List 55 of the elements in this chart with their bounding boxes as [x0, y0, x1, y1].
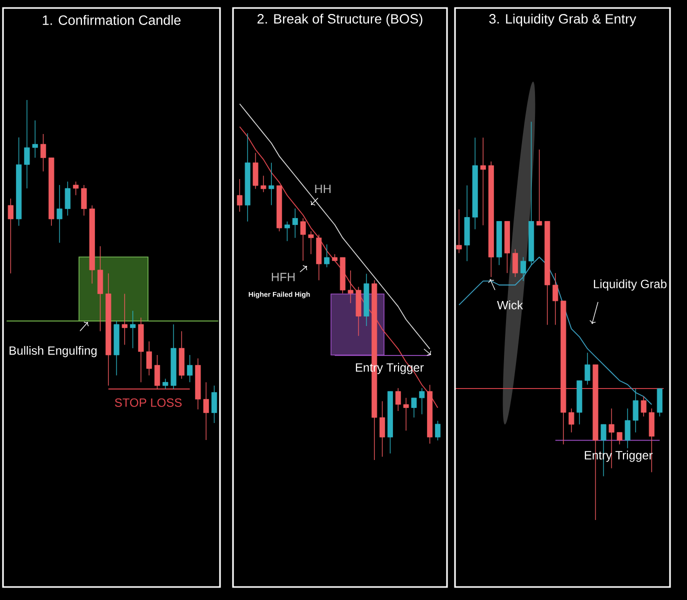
candlestick [64, 181, 70, 216]
candlestick [308, 230, 314, 255]
candlestick [324, 244, 330, 268]
candlestick [211, 385, 218, 424]
candlestick [456, 208, 462, 254]
candlestick [568, 408, 574, 433]
candlestick [40, 134, 46, 172]
candlestick [203, 382, 209, 440]
candlestick [292, 208, 298, 238]
candlestick [162, 378, 168, 390]
candlestick [403, 398, 409, 431]
candlestick [24, 100, 30, 189]
candlestick [146, 341, 152, 376]
candlestick [154, 354, 160, 390]
candlestick [584, 352, 590, 385]
candlestick [552, 272, 558, 326]
candlestick [380, 400, 386, 458]
candlestick [252, 152, 258, 190]
candlestick [435, 420, 440, 441]
candlestick [640, 396, 646, 417]
candlestick [130, 310, 136, 349]
annotation: Bullish Engulfing [10, 346, 97, 358]
candlestick [73, 181, 79, 196]
candlestick [632, 388, 638, 433]
candlestick [411, 398, 417, 418]
candlestick [260, 175, 266, 192]
candlestick [395, 388, 401, 412]
candlestick [656, 388, 662, 417]
annotation: STOP LOSS [114, 398, 182, 407]
candlestick [624, 408, 630, 449]
candlestick [348, 270, 354, 304]
candlestick [236, 178, 242, 212]
chart-title: 1. Confirmation Candle [42, 15, 181, 25]
candlestick [536, 149, 542, 226]
candlestick [520, 256, 526, 282]
candlestick [187, 354, 193, 383]
candlestick [616, 432, 622, 445]
candlestick [56, 184, 62, 244]
candlestick [8, 198, 14, 274]
chart-title: 2. Break of Structure (BOS) [258, 14, 422, 26]
candlestick [122, 293, 128, 346]
candlestick [268, 162, 274, 206]
candlestick [284, 221, 290, 242]
candlestick [480, 137, 486, 226]
annotation: HFH [272, 272, 295, 282]
candlestick [81, 184, 87, 216]
candlestick [97, 246, 104, 332]
annotation: Wick [497, 300, 524, 310]
annotation: Liquidity Grab [594, 279, 666, 291]
candlestick [512, 248, 518, 278]
annotation: HH [315, 184, 331, 193]
chart-title: 3. Liquidity Grab & Entry [489, 14, 636, 26]
candlestick [419, 388, 425, 415]
candlestick [32, 120, 38, 158]
candlestick [300, 218, 306, 262]
